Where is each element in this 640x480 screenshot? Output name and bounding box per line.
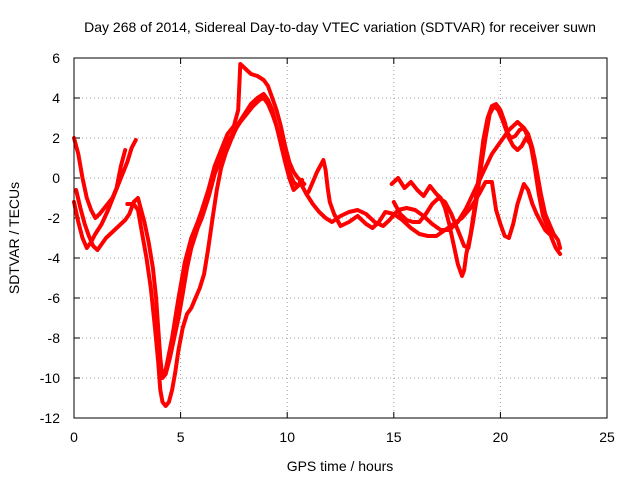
y-tick-label: 0 (52, 170, 60, 186)
y-tick-label: -6 (48, 290, 61, 306)
grid-lines (74, 58, 607, 418)
series-track-3 (72, 138, 138, 250)
y-tick-labels: -12 -10 -8 -6 -4 -2 0 2 4 6 (40, 50, 60, 426)
x-tick-label: 25 (599, 429, 615, 445)
x-tick-label: 0 (70, 429, 78, 445)
x-tick-label: 5 (177, 429, 185, 445)
y-tick-label: 4 (52, 90, 60, 106)
x-tick-label: 15 (386, 429, 402, 445)
x-axis-label: GPS time / hours (287, 458, 394, 474)
y-axis-label: SDTVAR / TECUs (6, 182, 22, 294)
y-tick-label: -2 (48, 210, 61, 226)
series-track-9 (391, 104, 563, 250)
y-tick-label: -10 (40, 370, 60, 386)
y-tick-label: -4 (48, 250, 61, 266)
series-track-8 (389, 102, 563, 278)
series-track-7 (306, 158, 552, 240)
chart-title: Day 268 of 2014, Sidereal Day-to-day VTE… (84, 19, 596, 35)
y-tick-label: -8 (48, 330, 61, 346)
axis-ticks (73, 57, 608, 419)
series-track-2 (74, 96, 300, 380)
series-track-4 (125, 92, 305, 408)
data-series (72, 62, 563, 408)
plot-frame (73, 57, 608, 419)
x-tick-label: 20 (493, 429, 509, 445)
x-tick-label: 10 (279, 429, 295, 445)
x-tick-labels: 0 5 10 15 20 25 (70, 429, 615, 445)
y-tick-label: 2 (52, 130, 60, 146)
y-tick-label: -12 (40, 410, 60, 426)
y-tick-label: 6 (52, 50, 60, 66)
series-track-5 (157, 62, 307, 380)
